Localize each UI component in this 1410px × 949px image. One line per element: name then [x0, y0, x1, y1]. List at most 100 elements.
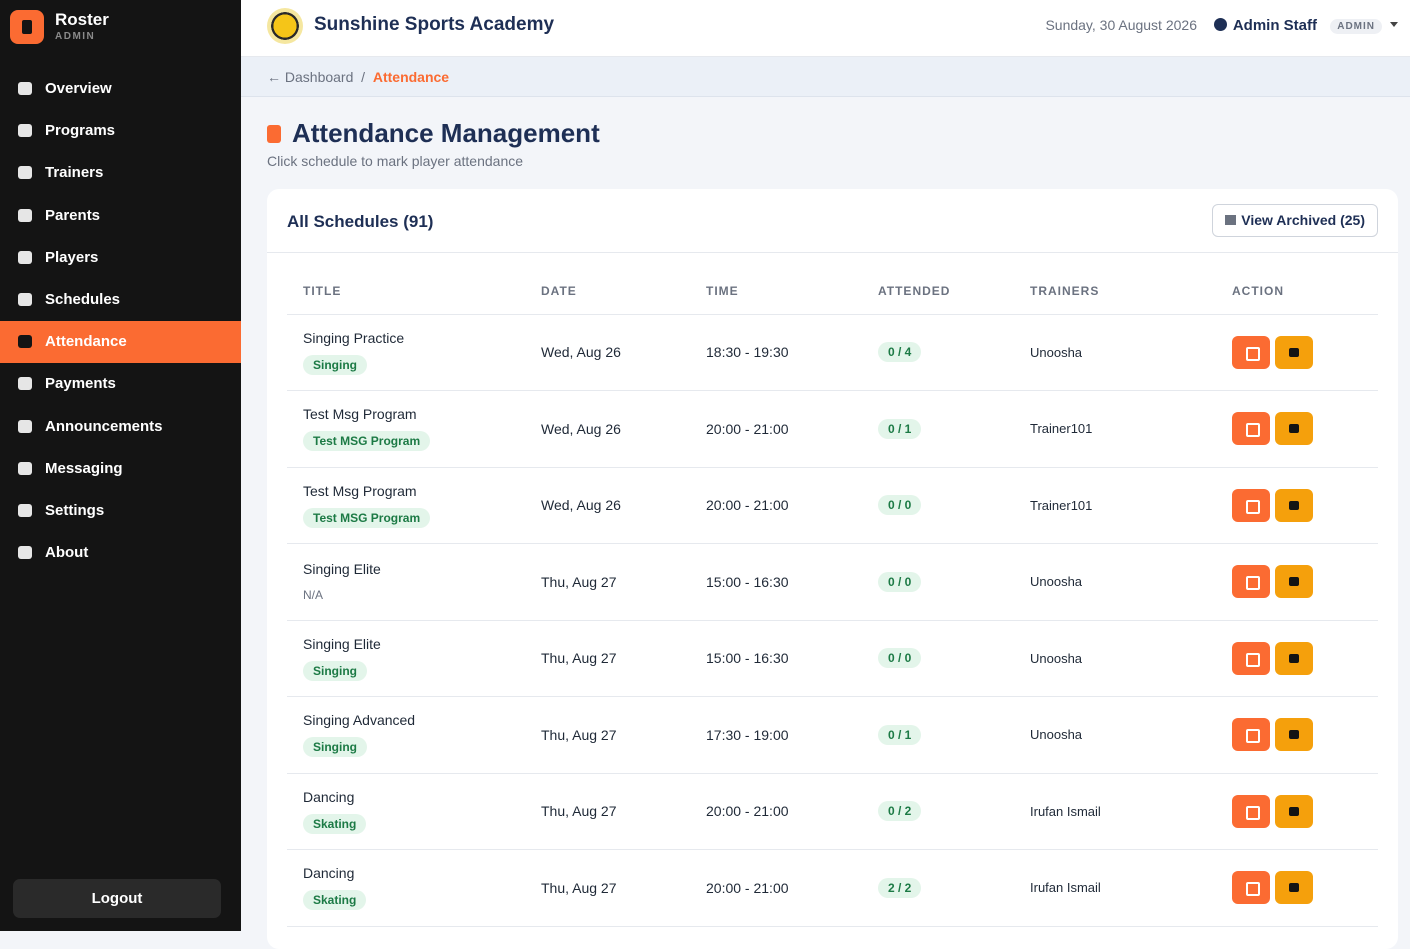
action-cell — [1216, 773, 1378, 850]
title-cell: Dancing Skating — [287, 773, 525, 850]
schedule-row[interactable]: Singing Elite Singing Thu, Aug 27 15:00 - 1… — [287, 620, 1378, 697]
schedule-row[interactable]: Dancing Skating Thu, Aug 27 20:00 - 21:00 0 … — [287, 773, 1378, 850]
user-name[interactable]: Admin Staff — [1214, 17, 1317, 34]
time-cell: 20:00 - 21:00 — [690, 390, 862, 468]
trainers-cell: Trainer101 — [1014, 467, 1216, 544]
edit-button[interactable] — [1232, 718, 1270, 752]
nav-item[interactable]: Overview — [0, 68, 241, 110]
date-cell: Wed, Aug 26 — [525, 314, 690, 391]
logout-button[interactable]: Logout — [13, 879, 221, 918]
schedule-row[interactable]: Singing Practice Singing Wed, Aug 26 18:30 … — [287, 314, 1378, 391]
nav-item[interactable]: Payments — [0, 363, 241, 405]
edit-button[interactable] — [1232, 565, 1270, 599]
time-cell: 15:00 - 16:30 — [690, 620, 862, 697]
attended-cell: 0 / 1 — [862, 696, 1014, 774]
schedule-table: TITLE DATE TIME ATTENDED TRAINERS ACTION Sing… — [287, 268, 1378, 927]
nav-item[interactable]: Attendance — [0, 321, 241, 364]
view-archived-button[interactable]: View Archived (25) — [1212, 204, 1378, 237]
date-cell: Thu, Aug 27 — [525, 696, 690, 774]
nav-icon — [18, 250, 32, 264]
archive-button[interactable] — [1275, 488, 1313, 522]
nav-icon — [18, 335, 32, 349]
title-cell: Singing Elite Singing — [287, 620, 525, 697]
edit-button[interactable] — [1232, 488, 1270, 522]
action-cell — [1216, 696, 1378, 774]
nav-item[interactable]: Messaging — [0, 448, 241, 490]
nav-label: About — [45, 544, 89, 562]
attended-badge: 0 / 1 — [878, 724, 922, 745]
schedule-row[interactable]: Singing Advanced Singing Thu, Aug 27 17:30 … — [287, 696, 1378, 774]
trainers-cell: Unoosha — [1014, 696, 1216, 774]
schedule-title: Singing Advanced — [303, 712, 416, 729]
schedule-title: Singing Elite — [303, 635, 381, 652]
action-cell — [1216, 849, 1378, 927]
edit-button[interactable] — [1232, 641, 1270, 675]
edit-button[interactable] — [1232, 871, 1270, 905]
schedule-card: All Schedules (91) View Archived (25) TI… — [267, 189, 1398, 949]
nav-icon — [18, 293, 32, 306]
edit-button[interactable] — [1232, 794, 1270, 828]
brand: Roster — [55, 10, 109, 29]
arrow: ← — [267, 69, 281, 85]
time-cell: 18:30 - 19:30 — [690, 314, 862, 391]
archive-button[interactable] — [1275, 718, 1313, 752]
nav-label: Messaging — [45, 459, 123, 477]
archive-button[interactable] — [1275, 565, 1313, 599]
title-cell: Test Msg Program Test MSG Program — [287, 390, 525, 468]
trainers-cell: Unoosha — [1014, 543, 1216, 621]
column-header: TRAINERS — [1014, 268, 1216, 315]
archive-button[interactable] — [1275, 794, 1313, 828]
trainers-cell: Unoosha — [1014, 314, 1216, 391]
nav-item[interactable]: Players — [0, 237, 241, 279]
nav-item[interactable]: Parents — [0, 195, 241, 237]
user-caret[interactable] — [1390, 22, 1398, 31]
nav-icon — [18, 82, 32, 95]
crumb-back[interactable]: Dashboard — [284, 69, 354, 85]
nav-item[interactable]: About — [0, 532, 241, 574]
card-title: All Schedules (91) — [287, 212, 434, 231]
brand-icon — [10, 10, 44, 44]
program-tag: Singing — [303, 660, 367, 681]
schedule-row[interactable]: Singing Elite N/A Thu, Aug 27 15:00 - 16:30… — [287, 543, 1378, 621]
attended-badge: 0 / 0 — [878, 495, 922, 516]
nav-item[interactable]: Trainers — [0, 152, 241, 194]
date-cell: Thu, Aug 27 — [525, 543, 690, 621]
role-badge: ADMIN — [1330, 19, 1382, 34]
action-cell — [1216, 314, 1378, 391]
role: ADMIN — [55, 31, 96, 42]
nav-label: Players — [45, 248, 99, 266]
nav-label: Payments — [45, 375, 116, 393]
schedule-row[interactable]: Test Msg Program Test MSG Program Wed, Aug… — [287, 390, 1378, 468]
nav-icon — [18, 419, 32, 433]
archive-button[interactable] — [1275, 871, 1313, 905]
program-none: N/A — [303, 588, 324, 603]
nav-label: Settings — [45, 502, 105, 519]
date: Sunday, 30 August 2026 — [1045, 17, 1197, 33]
attended-cell: 0 / 1 — [862, 390, 1014, 468]
attended-cell: 0 / 0 — [862, 620, 1014, 697]
header-row: TITLE DATE TIME ATTENDED TRAINERS ACTION — [287, 268, 1378, 315]
nav-item[interactable]: Announcements — [0, 406, 241, 448]
archive-button[interactable] — [1275, 335, 1313, 369]
schedule-row[interactable]: Test Msg Program Test MSG Program Wed, Aug… — [287, 467, 1378, 544]
schedule-row[interactable]: Dancing Skating Thu, Aug 27 20:00 - 21:00 2 … — [287, 849, 1378, 927]
archive-button[interactable] — [1275, 641, 1313, 675]
nav-label: Schedules — [45, 291, 121, 308]
edit-button[interactable] — [1232, 412, 1270, 446]
nav-item[interactable]: Programs — [0, 110, 241, 152]
title-cell: Test Msg Program Test MSG Program — [287, 467, 525, 544]
title-cell: Singing Advanced Singing — [287, 696, 525, 774]
nav-item[interactable]: Schedules — [0, 279, 241, 321]
edit-button[interactable] — [1232, 335, 1270, 369]
page-subtitle: Click schedule to mark player attendance — [267, 153, 524, 169]
attended-badge: 0 / 4 — [878, 342, 922, 363]
nav-item[interactable]: Settings — [0, 490, 241, 532]
archive-button[interactable] — [1275, 412, 1313, 446]
crumb-sep: / — [361, 69, 366, 85]
academy-name: Sunshine Sports Academy — [314, 14, 555, 35]
schedule-title: Test Msg Program — [303, 406, 417, 423]
date-cell: Wed, Aug 26 — [525, 390, 690, 468]
attended-badge: 0 / 0 — [878, 648, 922, 669]
